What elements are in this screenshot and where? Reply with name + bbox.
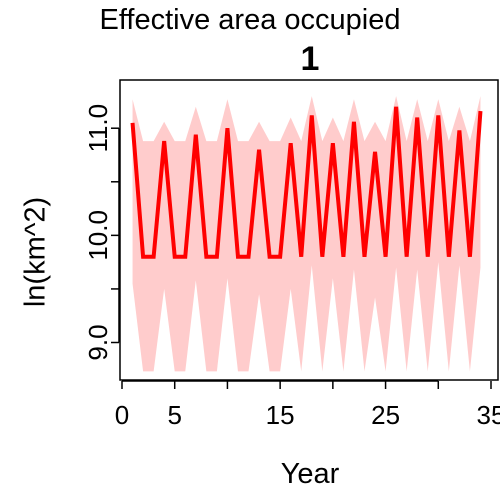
chart-subtitle: 1 [300, 40, 320, 78]
plot-frame [119, 79, 499, 381]
data-point [479, 110, 482, 113]
x-axis-label: Year [280, 458, 340, 490]
data-point [258, 148, 261, 151]
data-point [384, 255, 387, 258]
data-point [236, 255, 239, 258]
data-point [142, 255, 145, 258]
data-point [184, 255, 187, 258]
chart-title: Effective area occupied [99, 4, 401, 36]
data-point [437, 114, 440, 117]
data-point [447, 255, 450, 258]
data-point [310, 114, 313, 117]
data-point [289, 142, 292, 145]
data-point [194, 133, 197, 136]
x-tick-label: 15 [266, 400, 295, 430]
data-point [268, 255, 271, 258]
data-point [352, 120, 355, 123]
x-tick-label: 25 [371, 400, 400, 430]
data-point [247, 255, 250, 258]
data-point [215, 255, 218, 258]
data-point [468, 255, 471, 258]
data-point [152, 255, 155, 258]
data-point [395, 105, 398, 108]
data-point [226, 127, 229, 130]
data-point [374, 150, 377, 153]
data-point [331, 142, 334, 145]
data-point [342, 255, 345, 258]
data-point [173, 255, 176, 258]
series-line-layer [130, 105, 483, 259]
x-tick-label: 5 [167, 400, 181, 430]
data-point [205, 255, 208, 258]
y-tick-label: 11.0 [83, 104, 113, 153]
data-point [458, 129, 461, 132]
axes-layer: 0 5 15 25 35 9.0 10.0 11.0 [83, 104, 500, 430]
data-point [321, 255, 324, 258]
x-tick-label: 0 [115, 400, 129, 430]
data-point [363, 255, 366, 258]
data-point [426, 255, 429, 258]
data-point [405, 255, 408, 258]
data-point [163, 140, 166, 143]
x-tick-label: 35 [477, 400, 500, 430]
y-tick-label: 10.0 [83, 210, 113, 261]
data-point [300, 255, 303, 258]
y-tick-label: 9.0 [83, 324, 113, 360]
data-point [279, 255, 282, 258]
data-point [131, 121, 134, 124]
series-line-0 [130, 106, 483, 259]
data-point [416, 116, 419, 119]
